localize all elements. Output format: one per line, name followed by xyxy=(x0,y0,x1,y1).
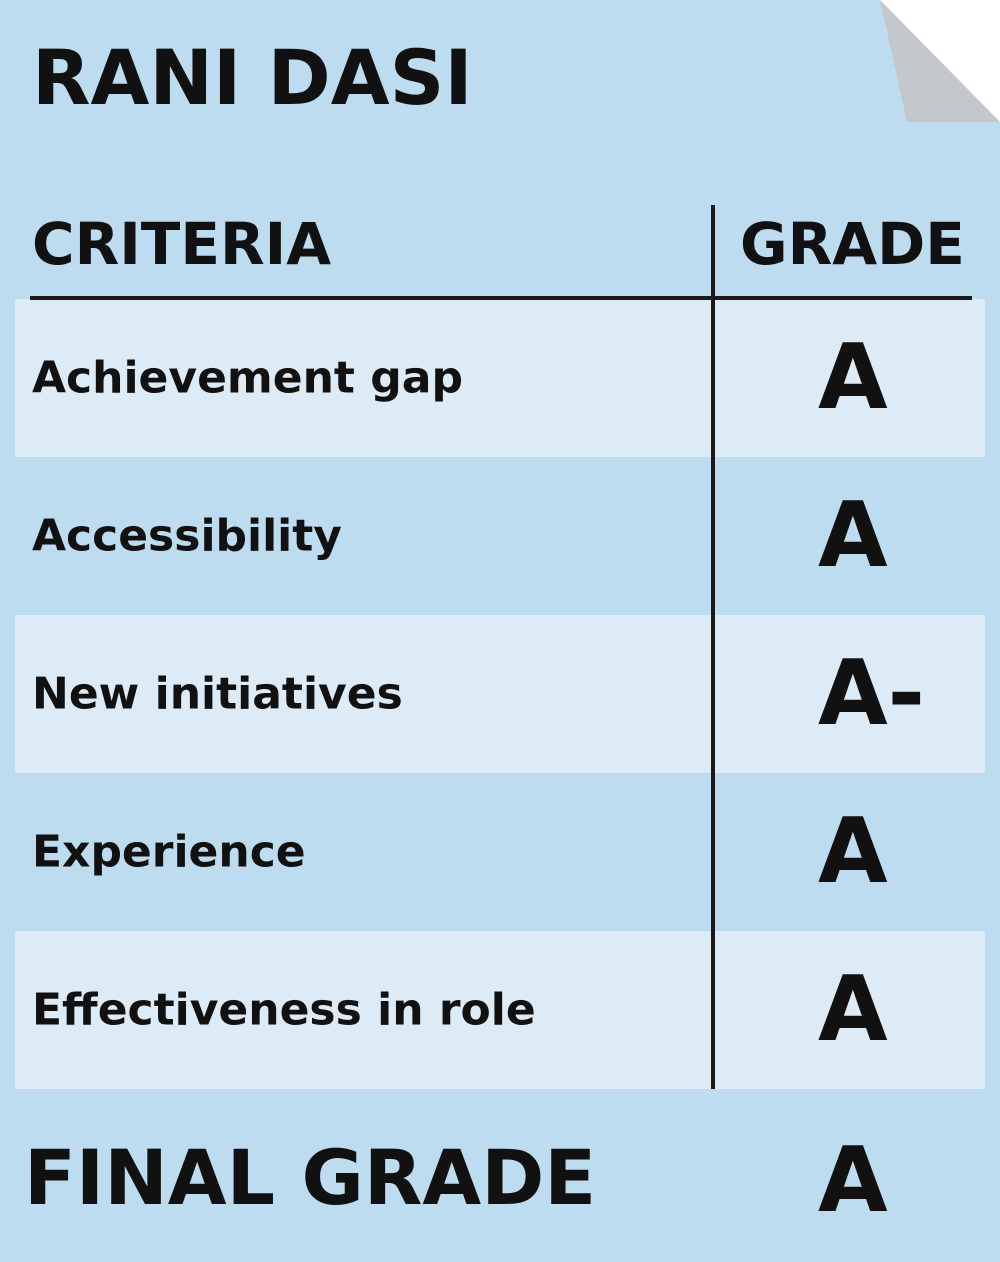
grade-column-header: GRADE xyxy=(740,210,965,278)
criterion-grade: A xyxy=(818,957,888,1062)
student-name: RANI DASI xyxy=(32,33,473,122)
folded-corner-icon xyxy=(880,0,1000,122)
final-grade-value: A xyxy=(818,1128,888,1233)
table-row: Achievement gap A xyxy=(15,299,985,457)
criterion-grade: A xyxy=(818,799,888,904)
final-grade-label: FINAL GRADE xyxy=(24,1133,597,1222)
criterion-label: Accessibility xyxy=(32,510,342,562)
table-row: Experience A xyxy=(15,773,985,931)
criterion-label: Experience xyxy=(32,826,306,878)
criterion-grade: A xyxy=(818,483,888,588)
table-row: New initiatives A- xyxy=(15,615,985,773)
criterion-label: New initiatives xyxy=(32,668,403,720)
criterion-label: Effectiveness in role xyxy=(32,984,536,1036)
column-divider xyxy=(711,205,715,1089)
table-row: Accessibility A xyxy=(15,457,985,615)
criterion-label: Achievement gap xyxy=(32,352,463,404)
header-divider xyxy=(30,296,972,300)
criterion-grade: A- xyxy=(818,641,926,746)
table-row: Effectiveness in role A xyxy=(15,931,985,1089)
criteria-column-header: CRITERIA xyxy=(32,210,332,278)
criterion-grade: A xyxy=(818,325,888,430)
